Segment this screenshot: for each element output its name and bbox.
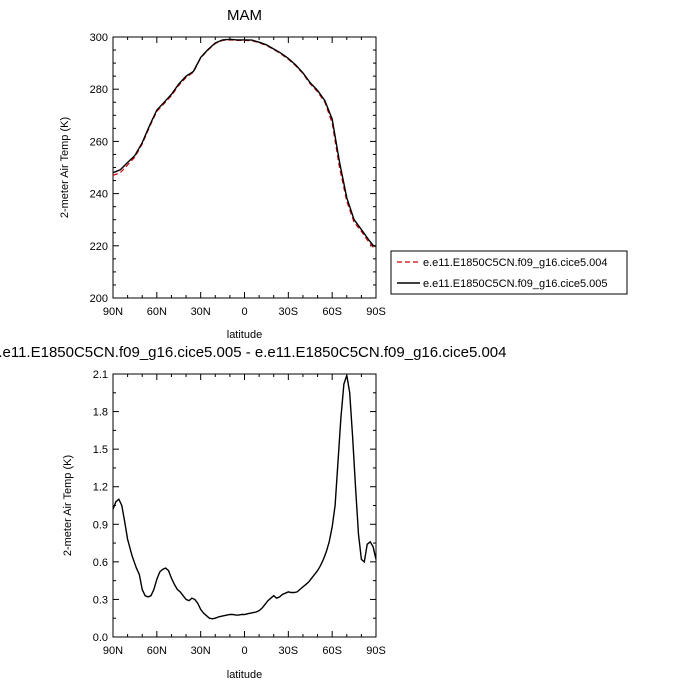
bottom-x-tick-label: 60N (147, 645, 167, 657)
top-y-tick-label: 200 (90, 293, 108, 305)
top-x-tick-label: 30N (191, 306, 211, 318)
bottom-y-tick-label: 0.9 (93, 519, 108, 531)
top-y-axis-label: 2-meter Air Temp (K) (59, 117, 71, 218)
series-line-005 (112, 38, 377, 248)
top-chart: MAM 90N 60N 30N 0 30S 60S 90S 200 220 24… (59, 7, 628, 341)
top-x-tick-label: 0 (241, 306, 247, 318)
top-y-tick-label: 300 (90, 32, 108, 44)
bottom-y-tick-label: 1.5 (93, 444, 108, 456)
bottom-y-axis-label: 2-meter Air Temp (K) (62, 455, 74, 556)
top-y-tick-label: 240 (90, 189, 108, 201)
top-x-axis-label: latitude (227, 329, 262, 341)
legend: e.e11.E1850C5CN.f09_g16.cice5.004 e.e11.… (390, 250, 628, 295)
top-x-tick-labels: 90N 60N 30N 0 30S 60S 90S (103, 306, 386, 318)
top-x-tick-label: 90S (366, 306, 386, 318)
legend-box (390, 250, 628, 295)
bottom-x-tick-label: 60S (322, 645, 342, 657)
legend-label-004: e.e11.E1850C5CN.f09_g16.cice5.004 (423, 257, 608, 269)
bottom-x-tick-label: 0 (241, 645, 247, 657)
bottom-x-tick-label: 30S (279, 645, 299, 657)
bottom-series-group (112, 375, 377, 620)
top-x-tick-label: 60N (147, 306, 167, 318)
bottom-x-tick-label: 90N (103, 645, 123, 657)
bottom-y-tick-labels: 0.0 0.3 0.6 0.9 1.2 1.5 1.8 2.1 (93, 369, 108, 644)
legend-label-005: e.e11.E1850C5CN.f09_g16.cice5.005 (423, 278, 608, 290)
top-x-tick-label: 60S (322, 306, 342, 318)
bottom-x-tick-labels: 90N 60N 30N 0 30S 60S 90S (103, 645, 386, 657)
top-y-tick-label: 260 (90, 136, 108, 148)
top-chart-title: MAM (227, 7, 262, 24)
bottom-y-tick-label: 0.0 (93, 632, 108, 644)
series-line-difference (112, 375, 377, 620)
top-y-tick-label: 280 (90, 84, 108, 96)
bottom-y-tick-label: 0.6 (93, 557, 108, 569)
bottom-chart: e.e11.E1850C5CN.f09_g16.cice5.005 - e.e1… (0, 344, 506, 681)
bottom-y-tick-label: 1.2 (93, 482, 108, 494)
top-x-tick-label: 30S (279, 306, 299, 318)
bottom-x-tick-label: 90S (366, 645, 386, 657)
bottom-y-tick-label: 2.1 (93, 369, 108, 381)
bottom-x-axis-label: latitude (227, 669, 262, 681)
top-y-tick-labels: 200 220 240 260 280 300 (90, 32, 108, 305)
top-y-tick-label: 220 (90, 241, 108, 253)
top-series-group (112, 38, 377, 249)
bottom-chart-title: e.e11.E1850C5CN.f09_g16.cice5.005 - e.e1… (0, 344, 506, 361)
bottom-y-tick-label: 1.8 (93, 407, 108, 419)
bottom-axis-ticks (112, 373, 377, 638)
bottom-y-tick-label: 0.3 (93, 594, 108, 606)
bottom-x-tick-label: 30N (191, 645, 211, 657)
top-x-tick-label: 90N (103, 306, 123, 318)
top-axis-ticks (112, 36, 377, 299)
